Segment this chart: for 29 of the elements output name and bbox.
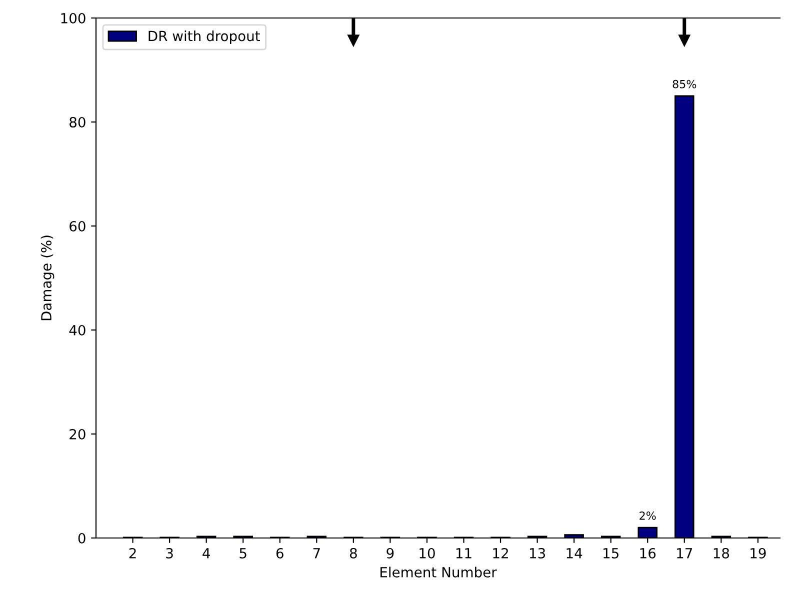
y-tick-label: 0 <box>78 532 86 544</box>
x-tick-label: 12 <box>493 548 508 558</box>
x-tick-label: 9 <box>386 548 394 558</box>
y-tick-label: 100 <box>61 12 86 24</box>
y-axis-title: Damage (%) <box>40 236 54 320</box>
x-tick-label: 8 <box>350 548 357 558</box>
x-tick-label: 2 <box>129 548 136 558</box>
x-tick-label: 6 <box>276 548 284 558</box>
data-label: 85% <box>672 80 696 88</box>
x-tick-label: 19 <box>750 548 766 558</box>
data-label: 2% <box>640 511 656 520</box>
x-tick-label: 17 <box>677 548 692 558</box>
x-tick-label: 13 <box>530 548 546 558</box>
x-tick-label: 14 <box>566 548 582 558</box>
y-tick-label: 80 <box>70 116 86 128</box>
x-tick-label: 18 <box>714 548 730 558</box>
x-tick-label: 7 <box>313 548 320 558</box>
x-tick-label: 15 <box>604 548 618 558</box>
y-tick-label: 20 <box>70 428 86 440</box>
x-tick-label: 10 <box>420 548 435 558</box>
legend-label: DR with dropout <box>148 30 260 44</box>
y-tick-label: 60 <box>70 220 86 232</box>
x-axis-title: Element Number <box>380 566 497 578</box>
x-tick-label: 11 <box>456 548 472 558</box>
y-tick-label: 40 <box>69 324 86 336</box>
x-tick-label: 5 <box>240 548 246 558</box>
x-tick-label: 3 <box>166 548 173 558</box>
x-tick-label: 16 <box>640 548 656 558</box>
x-tick-label: 4 <box>202 548 210 558</box>
